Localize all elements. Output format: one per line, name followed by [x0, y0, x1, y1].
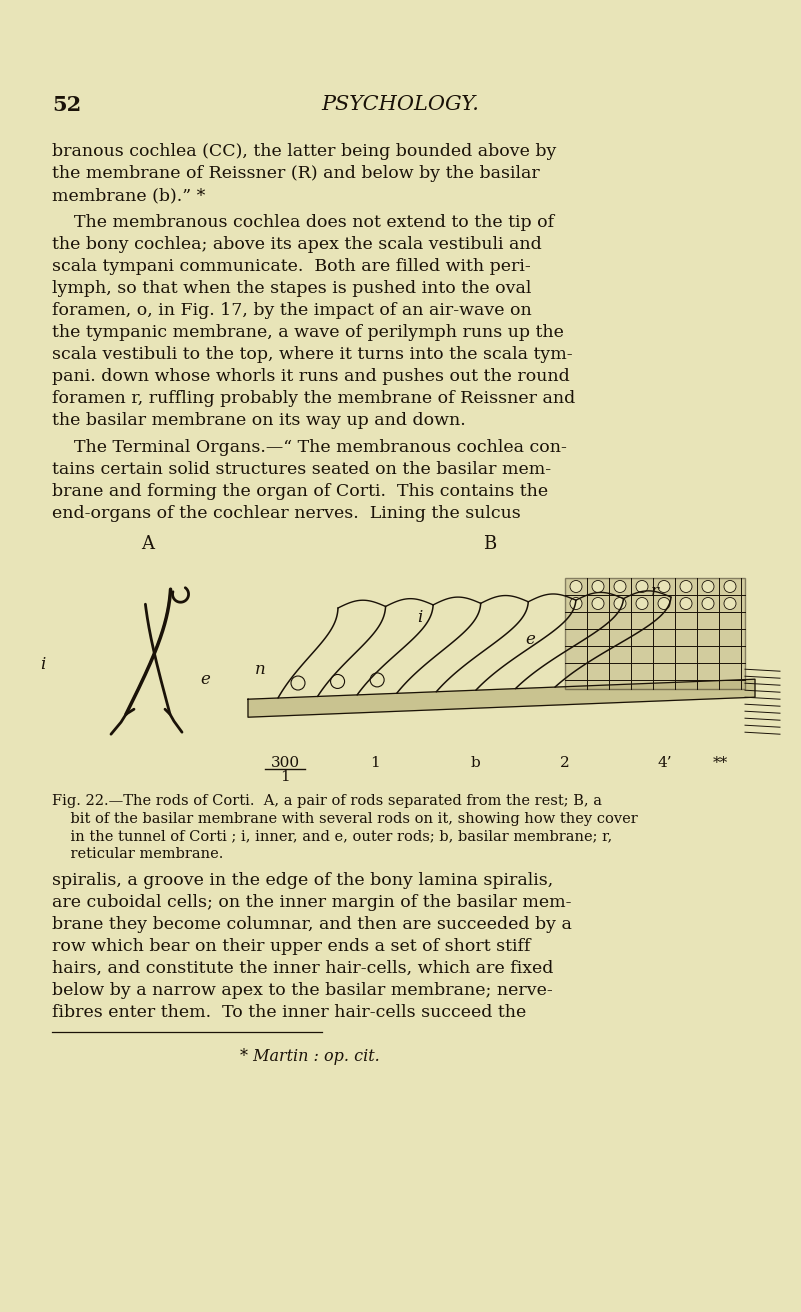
- Circle shape: [331, 674, 344, 689]
- Circle shape: [570, 597, 582, 610]
- Text: lymph, so that when the stapes is pushed into the oval: lymph, so that when the stapes is pushed…: [52, 279, 531, 297]
- Circle shape: [636, 580, 648, 593]
- Text: PSYCHOLOGY.: PSYCHOLOGY.: [321, 94, 479, 114]
- Text: A: A: [142, 535, 155, 552]
- Circle shape: [570, 580, 582, 593]
- Text: below by a narrow apex to the basilar membrane; nerve-: below by a narrow apex to the basilar me…: [52, 981, 553, 998]
- Circle shape: [614, 580, 626, 593]
- Text: are cuboidal cells; on the inner margin of the basilar mem-: are cuboidal cells; on the inner margin …: [52, 893, 571, 911]
- Text: the tympanic membrane, a wave of perilymph runs up the: the tympanic membrane, a wave of perilym…: [52, 324, 564, 341]
- Text: 4’: 4’: [658, 756, 672, 770]
- Circle shape: [291, 676, 305, 690]
- Text: brane they become columnar, and then are succeeded by a: brane they become columnar, and then are…: [52, 916, 572, 933]
- Text: The Terminal Organs.—“ The membranous cochlea con-: The Terminal Organs.—“ The membranous co…: [52, 440, 567, 457]
- Text: 300: 300: [271, 756, 300, 770]
- Circle shape: [680, 580, 692, 593]
- Text: scala tympani communicate.  Both are filled with peri-: scala tympani communicate. Both are fill…: [52, 258, 531, 276]
- Text: i: i: [417, 610, 423, 627]
- Text: branous cochlea (CC), the latter being bounded above by: branous cochlea (CC), the latter being b…: [52, 143, 557, 160]
- Polygon shape: [248, 680, 755, 718]
- Text: reticular membrane.: reticular membrane.: [52, 846, 223, 861]
- Text: end-organs of the cochlear nerves.  Lining the sulcus: end-organs of the cochlear nerves. Linin…: [52, 505, 521, 522]
- Text: foramen, o, in Fig. 17, by the impact of an air-wave on: foramen, o, in Fig. 17, by the impact of…: [52, 302, 532, 319]
- Text: tains certain solid structures seated on the basilar mem-: tains certain solid structures seated on…: [52, 461, 551, 478]
- Circle shape: [724, 580, 736, 593]
- Text: bit of the basilar membrane with several rods on it, showing how they cover: bit of the basilar membrane with several…: [52, 812, 638, 825]
- Text: i: i: [41, 656, 46, 673]
- Text: pani. down whose whorls it runs and pushes out the round: pani. down whose whorls it runs and push…: [52, 367, 570, 384]
- Circle shape: [370, 673, 384, 687]
- Text: the basilar membrane on its way up and down.: the basilar membrane on its way up and d…: [52, 412, 465, 429]
- Text: the membrane of Reissner (R) and below by the basilar: the membrane of Reissner (R) and below b…: [52, 165, 540, 182]
- Text: membrane (b).” *: membrane (b).” *: [52, 188, 205, 203]
- Text: Fig. 22.—The rods of Corti.  A, a pair of rods separated from the rest; B, a: Fig. 22.—The rods of Corti. A, a pair of…: [52, 794, 602, 808]
- Circle shape: [614, 597, 626, 610]
- Circle shape: [724, 597, 736, 610]
- Circle shape: [592, 597, 604, 610]
- Text: 1: 1: [370, 756, 380, 770]
- Text: 1: 1: [280, 770, 290, 785]
- Text: **: **: [712, 756, 727, 770]
- Text: n: n: [255, 661, 266, 678]
- Text: the bony cochlea; above its apex the scala vestibuli and: the bony cochlea; above its apex the sca…: [52, 236, 541, 253]
- Text: 52: 52: [52, 94, 81, 115]
- Text: scala vestibuli to the top, where it turns into the scala tym-: scala vestibuli to the top, where it tur…: [52, 346, 573, 363]
- Text: row which bear on their upper ends a set of short stiff: row which bear on their upper ends a set…: [52, 938, 530, 955]
- Circle shape: [658, 597, 670, 610]
- Text: hairs, and constitute the inner hair-cells, which are fixed: hairs, and constitute the inner hair-cel…: [52, 960, 553, 977]
- Circle shape: [680, 597, 692, 610]
- Text: brane and forming the organ of Corti.  This contains the: brane and forming the organ of Corti. Th…: [52, 483, 548, 500]
- Text: The membranous cochlea does not extend to the tip of: The membranous cochlea does not extend t…: [52, 214, 554, 231]
- Text: B: B: [483, 535, 497, 552]
- Circle shape: [658, 580, 670, 593]
- Text: e: e: [525, 631, 535, 648]
- Text: e: e: [200, 670, 210, 687]
- Text: b: b: [470, 756, 480, 770]
- Circle shape: [592, 580, 604, 593]
- Text: in the tunnel of Corti ; i, inner, and e, outer rods; b, basilar membrane; r,: in the tunnel of Corti ; i, inner, and e…: [52, 829, 612, 844]
- Circle shape: [702, 580, 714, 593]
- Text: spiralis, a groove in the edge of the bony lamina spiralis,: spiralis, a groove in the edge of the bo…: [52, 872, 553, 890]
- Circle shape: [702, 597, 714, 610]
- Text: fibres enter them.  To the inner hair-cells succeed the: fibres enter them. To the inner hair-cel…: [52, 1004, 526, 1021]
- Text: * Martin : op. cit.: * Martin : op. cit.: [240, 1048, 380, 1065]
- Text: 2: 2: [560, 756, 570, 770]
- Text: r: r: [651, 583, 659, 600]
- Bar: [565, 579, 745, 689]
- Text: foramen r, ruffling probably the membrane of Reissner and: foramen r, ruffling probably the membran…: [52, 390, 575, 407]
- Circle shape: [636, 597, 648, 610]
